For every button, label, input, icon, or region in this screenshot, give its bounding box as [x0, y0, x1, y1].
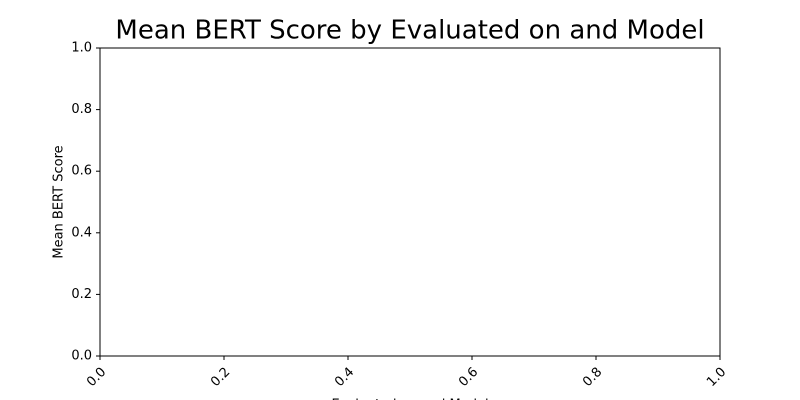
y-tick-label: 0.0	[71, 349, 92, 364]
plot-frame	[99, 47, 721, 357]
x-axis-label: Evaluated on and Model	[331, 398, 488, 400]
y-tick-label: 0.8	[71, 102, 92, 117]
x-tick-label: 0.6	[456, 365, 481, 390]
y-tick-label: 0.6	[71, 164, 92, 179]
x-tick-label: 0.4	[332, 365, 357, 390]
y-tick-label: 0.4	[71, 225, 92, 240]
chart-title: Mean BERT Score by Evaluated on and Mode…	[115, 16, 704, 46]
x-tick-label: 1.0	[704, 365, 729, 390]
x-tick-label: 0.8	[580, 365, 605, 390]
y-tick-label: 1.0	[71, 41, 92, 56]
x-tick-label: 0.2	[208, 365, 233, 390]
y-tick-label: 0.2	[71, 287, 92, 302]
y-axis-label: Mean BERT Score	[52, 145, 67, 258]
x-tick-label: 0.0	[84, 365, 109, 390]
